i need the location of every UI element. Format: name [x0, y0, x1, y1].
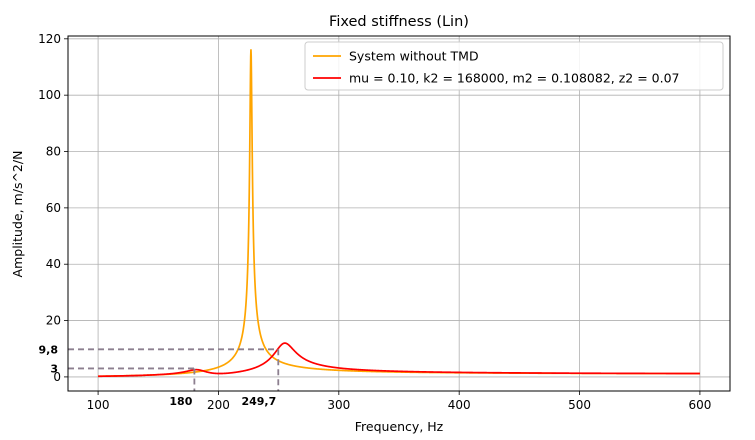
plot-frame: [67, 35, 731, 392]
y-tick-label: 100: [38, 88, 61, 102]
annotation-label: 9,8: [39, 343, 59, 356]
legend-entry: System without TMD: [349, 49, 479, 64]
chart-title: Fixed stiffness (Lin): [329, 14, 469, 30]
legend-box: [304, 41, 724, 91]
y-tick-label: 60: [46, 201, 61, 215]
y-tick-label: 40: [46, 257, 61, 271]
annotation-label: 180: [169, 395, 192, 408]
legend: System without TMD mu = 0.10, k2 = 168000…: [304, 41, 724, 91]
y-tick-label: 120: [38, 32, 61, 46]
plot-area: [98, 49, 700, 378]
series-line-2: [98, 342, 700, 378]
y-tick-label: 20: [46, 314, 61, 328]
x-tick-label: 300: [327, 398, 350, 412]
y-tick-label: 0: [53, 370, 61, 384]
x-tick-label: 200: [207, 398, 230, 412]
series-line-1: [98, 49, 700, 378]
x-axis-ticks: 100 200 300 400 500 600: [87, 391, 711, 412]
annotation-label: 3: [50, 362, 58, 375]
annotation-label: 249,7: [241, 395, 276, 408]
x-tick-label: 100: [87, 398, 110, 412]
x-tick-label: 400: [448, 398, 471, 412]
y-axis-ticks: 0 20 40 60 80 100 120: [38, 32, 68, 384]
y-tick-label: 80: [46, 145, 61, 159]
y-axis-label: Amplitude, m/s^2/N: [10, 151, 25, 278]
x-tick-label: 500: [568, 398, 591, 412]
x-axis-label: Frequency, Hz: [355, 419, 444, 434]
annotations: 9,8 3 180 249,7: [39, 343, 280, 408]
x-tick-label: 600: [688, 398, 711, 412]
grid: [68, 36, 730, 391]
legend-entry: mu = 0.10, k2 = 168000, m2 = 0.108082, z…: [349, 71, 679, 86]
